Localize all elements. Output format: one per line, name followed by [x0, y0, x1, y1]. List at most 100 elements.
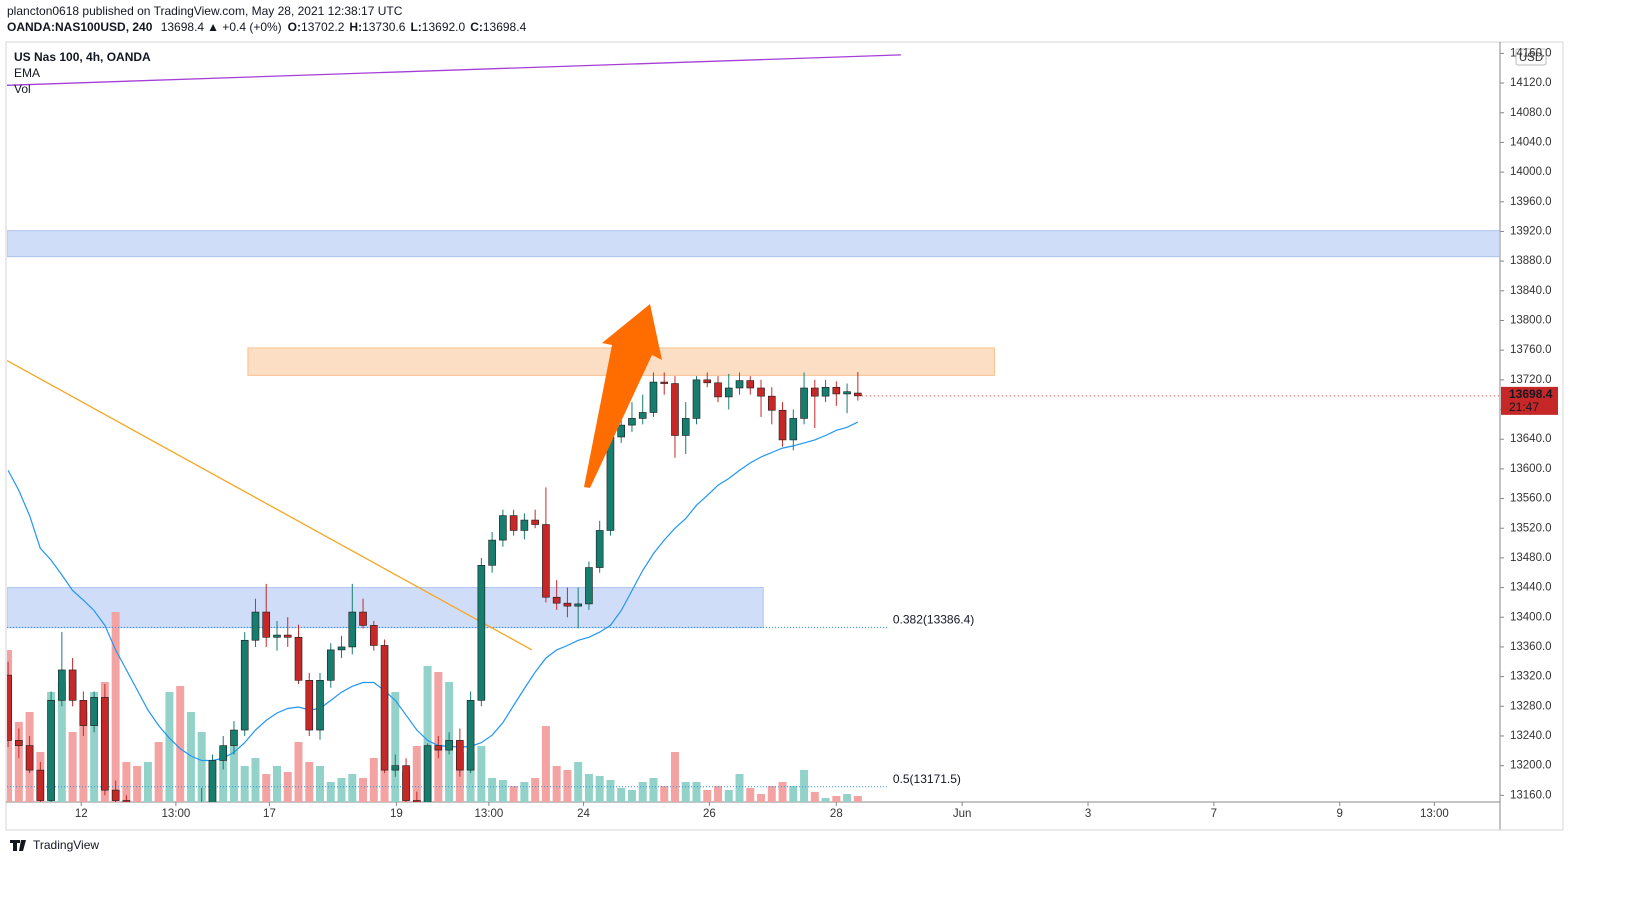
y-tick-label: 13840.0: [1510, 285, 1552, 297]
candle-body: [617, 424, 625, 438]
volume-bar: [380, 770, 389, 802]
volume-bar: [337, 778, 346, 802]
trend-line: [7, 54, 901, 86]
volume-bar: [660, 786, 669, 802]
candle-body: [413, 800, 421, 802]
volume-bar: [176, 686, 185, 802]
candle-body: [811, 387, 819, 397]
legend-vol: Vol: [14, 82, 31, 96]
candle-body: [230, 729, 238, 746]
x-tick-label: 3: [1085, 808, 1091, 820]
y-tick-label: 13400.0: [1510, 611, 1552, 623]
chart-title: US Nas 100, 4h, OANDA: [14, 50, 151, 64]
candle-body: [380, 645, 389, 771]
volume-bar: [584, 774, 593, 802]
volume-bar: [498, 780, 507, 802]
candle-body: [509, 515, 518, 531]
candle-body: [434, 745, 443, 751]
header-field: 13692.0: [422, 20, 466, 34]
volume-bar: [767, 786, 776, 802]
candle-body: [789, 418, 798, 441]
volume-bar: [735, 774, 744, 802]
volume-bar: [670, 752, 679, 802]
candle-body: [305, 680, 314, 731]
volume-bar: [455, 752, 464, 802]
volume-bar: [412, 746, 421, 802]
volume-bar: [627, 790, 636, 802]
candle-body: [294, 636, 303, 681]
x-tick-label: 13:00: [474, 808, 503, 820]
volume-bar: [800, 770, 809, 802]
y-tick-label: 14080.0: [1510, 107, 1552, 119]
volume-bar: [294, 742, 303, 802]
fib-label: 0.382(13386.4): [893, 613, 974, 627]
candle-body: [542, 524, 550, 598]
volume-bar: [541, 726, 550, 802]
x-tick-label: 13:00: [1420, 808, 1449, 820]
y-tick-label: 13960.0: [1510, 196, 1552, 208]
price-tag: [1501, 386, 1558, 415]
volume-bar: [68, 732, 77, 802]
x-tick-label: 12: [75, 808, 88, 820]
header-field: 13702.2: [301, 20, 345, 34]
volume-bar: [778, 782, 787, 802]
publish-line: plancton0618 published on TradingView.co…: [7, 4, 403, 18]
candle-body: [724, 387, 733, 398]
volume-bar: [692, 782, 701, 802]
header-field: 13730.6: [362, 20, 406, 34]
y-tick-label: 13560.0: [1510, 493, 1552, 505]
candle-body: [198, 803, 205, 810]
fib-label: 0.5(13171.5): [893, 772, 961, 786]
candle-body: [337, 646, 346, 651]
candle-body: [767, 395, 776, 411]
x-tick-label: Jun: [953, 808, 972, 820]
y-tick-label: 14000.0: [1510, 166, 1552, 178]
y-tick-label: 13160.0: [1510, 789, 1552, 801]
candle-body: [348, 611, 357, 648]
brand: TradingView: [33, 838, 99, 852]
y-tick-label: 13280.0: [1510, 700, 1552, 712]
volume-bar: [724, 790, 733, 802]
candle-body: [134, 825, 141, 840]
volume-bar: [509, 786, 518, 802]
currency-box[interactable]: [1515, 48, 1547, 66]
candle-body: [68, 669, 77, 701]
candle-body: [219, 745, 228, 761]
volume-bar: [617, 788, 626, 802]
ema-line: [7, 421, 859, 762]
volume-bar: [746, 788, 755, 802]
volume-bar: [197, 732, 206, 802]
candle-body: [703, 379, 712, 384]
zone: [7, 587, 764, 629]
candle-body: [166, 818, 173, 837]
y-tick-label: 14120.0: [1510, 77, 1552, 89]
candle-body: [47, 700, 55, 801]
volume-bar: [477, 746, 486, 802]
candle-body: [262, 611, 271, 638]
volume-bar: [488, 778, 497, 802]
candle-body: [101, 697, 109, 791]
y-tick-label: 13880.0: [1510, 255, 1552, 267]
volume-bar: [638, 782, 647, 802]
candle-body: [681, 418, 690, 436]
candle-body: [585, 567, 593, 605]
volume-bar: [305, 762, 314, 802]
candle-body: [692, 379, 701, 419]
volume-bar: [348, 774, 357, 802]
header-field: C:: [470, 20, 483, 34]
candle-body: [628, 418, 636, 426]
y-tick-label: 13920.0: [1510, 225, 1552, 237]
x-tick-label: 7: [1211, 808, 1217, 820]
brand-logo: [10, 840, 26, 851]
volume-bar: [111, 612, 120, 802]
candle-body: [531, 519, 539, 525]
volume-bar: [154, 742, 163, 802]
volume-bar: [391, 692, 400, 802]
volume-bar: [165, 692, 174, 802]
volume-bar: [79, 712, 88, 802]
candle-body: [369, 625, 378, 646]
y-tick-label: 13200.0: [1510, 760, 1552, 772]
volume-bar: [757, 794, 766, 802]
candle-body: [316, 680, 324, 731]
header-field: ▲ +0.4 (+0%): [207, 20, 282, 34]
